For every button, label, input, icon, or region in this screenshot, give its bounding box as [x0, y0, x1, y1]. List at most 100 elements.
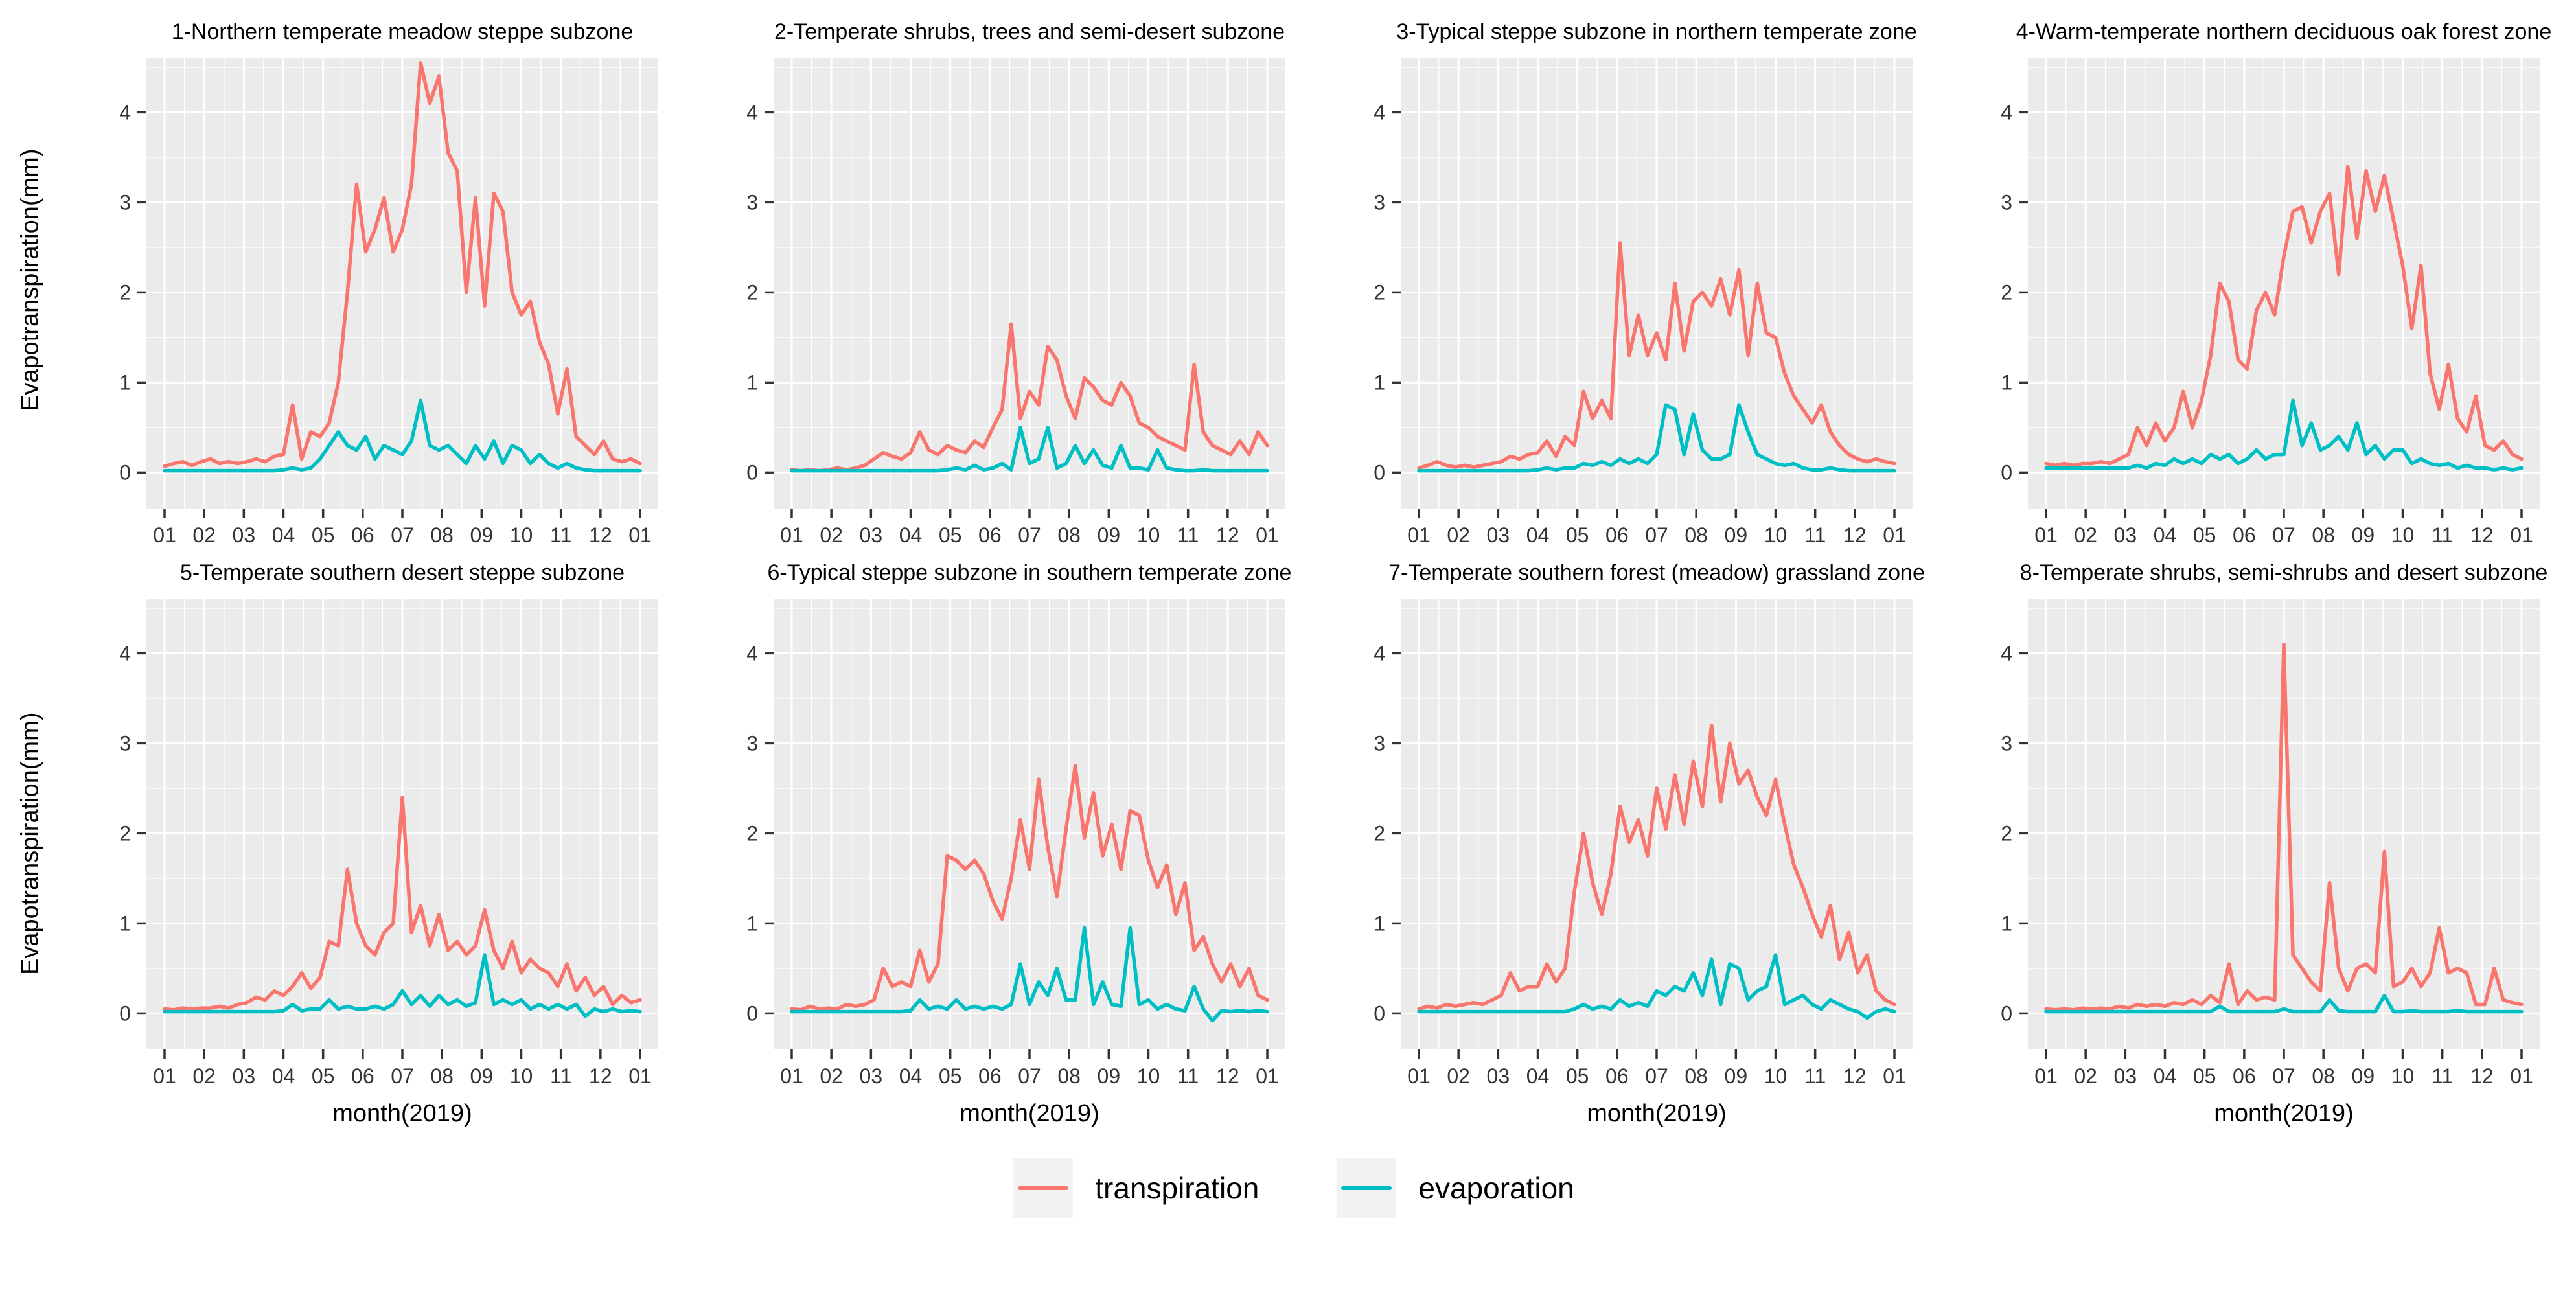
- svg-text:09: 09: [1725, 1064, 1748, 1088]
- svg-text:3: 3: [2001, 731, 2012, 755]
- svg-text:3: 3: [746, 190, 758, 214]
- svg-text:01: 01: [2510, 523, 2533, 547]
- svg-text:11: 11: [1804, 523, 1826, 547]
- svg-text:07: 07: [1645, 1064, 1668, 1088]
- svg-text:02: 02: [192, 523, 216, 547]
- svg-text:01: 01: [780, 1064, 803, 1088]
- evaporation-line: [790, 926, 1269, 1023]
- transpiration-line: [2044, 165, 2524, 468]
- svg-text:3: 3: [746, 731, 758, 755]
- svg-text:08: 08: [1685, 1064, 1708, 1088]
- svg-text:08: 08: [2312, 1064, 2335, 1088]
- svg-text:03: 03: [233, 1064, 256, 1088]
- grid-lines: [1401, 599, 1913, 1049]
- svg-text:07: 07: [1645, 523, 1668, 547]
- svg-text:08: 08: [1057, 523, 1081, 547]
- svg-text:07: 07: [2272, 1064, 2295, 1088]
- svg-text:03: 03: [2114, 1064, 2137, 1088]
- svg-text:4: 4: [2001, 641, 2012, 665]
- svg-text:11: 11: [550, 1064, 571, 1088]
- evaporation-line-icon: [1341, 1186, 1392, 1190]
- svg-text:3: 3: [1374, 190, 1385, 214]
- svg-text:09: 09: [2352, 1064, 2375, 1088]
- svg-text:06: 06: [1605, 1064, 1629, 1088]
- svg-text:01: 01: [1883, 523, 1906, 547]
- svg-text:12: 12: [589, 523, 612, 547]
- svg-text:10: 10: [2391, 523, 2415, 547]
- svg-text:04: 04: [1526, 523, 1550, 547]
- svg-text:1: 1: [119, 371, 131, 394]
- svg-text:02: 02: [820, 1064, 843, 1088]
- svg-text:1: 1: [746, 911, 758, 935]
- svg-text:03: 03: [1487, 1064, 1510, 1088]
- transpiration-line: [163, 61, 642, 468]
- svg-text:09: 09: [470, 523, 494, 547]
- svg-text:09: 09: [1098, 1064, 1121, 1088]
- facet-title: 3-Typical steppe subzone in northern tem…: [1396, 19, 1916, 44]
- grid-lines: [146, 58, 658, 509]
- svg-text:05: 05: [1566, 523, 1589, 547]
- facet-row-top: Evapotranspiration(mm) 0 1 2 3 4 01 02 03 04 05 06…: [12, 9, 2576, 550]
- svg-text:01: 01: [628, 523, 652, 547]
- svg-text:01: 01: [153, 1064, 176, 1088]
- svg-text:06: 06: [351, 523, 374, 547]
- svg-text:1: 1: [1374, 371, 1385, 394]
- x-axis-title: month(2019): [1587, 1100, 1726, 1127]
- svg-text:01: 01: [1407, 523, 1431, 547]
- svg-text:10: 10: [2391, 1064, 2415, 1088]
- facet-title: 4-Warm-temperate northern deciduous oak …: [2016, 19, 2551, 44]
- svg-text:01: 01: [153, 523, 176, 547]
- svg-text:06: 06: [978, 1064, 1002, 1088]
- svg-text:01: 01: [2510, 1064, 2533, 1088]
- svg-text:12: 12: [589, 1064, 612, 1088]
- svg-text:12: 12: [1843, 523, 1867, 547]
- svg-text:11: 11: [1177, 523, 1199, 547]
- svg-text:09: 09: [2352, 523, 2375, 547]
- svg-text:02: 02: [192, 1064, 216, 1088]
- svg-text:09: 09: [1725, 523, 1748, 547]
- grid-lines: [1401, 58, 1913, 509]
- grid-lines: [146, 599, 658, 1049]
- svg-text:0: 0: [1374, 1002, 1385, 1025]
- svg-text:01: 01: [2034, 1064, 2058, 1088]
- svg-text:2: 2: [1374, 821, 1385, 845]
- svg-text:4: 4: [1374, 641, 1385, 665]
- facet-row-bottom: Evapotranspiration(mm) 0 1 2 3 4 01 02 03 04 05 06…: [12, 550, 2576, 1136]
- svg-text:4: 4: [746, 641, 758, 665]
- svg-text:0: 0: [746, 1002, 758, 1025]
- grid-lines: [774, 599, 1285, 1049]
- svg-text:06: 06: [978, 523, 1002, 547]
- svg-text:01: 01: [628, 1064, 652, 1088]
- svg-text:0: 0: [746, 461, 758, 484]
- svg-text:02: 02: [1447, 523, 1470, 547]
- svg-text:01: 01: [1256, 1064, 1279, 1088]
- svg-text:12: 12: [1216, 523, 1239, 547]
- legend-label-evaporation: evaporation: [1418, 1171, 1574, 1205]
- svg-text:2: 2: [119, 281, 131, 304]
- svg-text:11: 11: [550, 523, 571, 547]
- svg-text:11: 11: [1804, 1064, 1826, 1088]
- svg-text:4: 4: [1374, 100, 1385, 124]
- legend-key-evaporation: [1337, 1158, 1397, 1218]
- svg-text:0: 0: [1374, 461, 1385, 484]
- svg-text:10: 10: [510, 523, 533, 547]
- svg-text:09: 09: [1098, 523, 1121, 547]
- svg-text:2: 2: [119, 821, 131, 845]
- svg-text:3: 3: [119, 190, 131, 214]
- svg-text:05: 05: [939, 1064, 962, 1088]
- evaporation-line: [2044, 398, 2524, 472]
- legend-label-transpiration: transpiration: [1095, 1171, 1259, 1205]
- svg-text:07: 07: [391, 1064, 414, 1088]
- svg-text:04: 04: [1526, 1064, 1550, 1088]
- svg-text:08: 08: [1057, 1064, 1081, 1088]
- svg-text:02: 02: [2074, 523, 2097, 547]
- svg-text:08: 08: [430, 1064, 454, 1088]
- facet-title: 7-Temperate southern forest (meadow) gra…: [1388, 560, 1925, 585]
